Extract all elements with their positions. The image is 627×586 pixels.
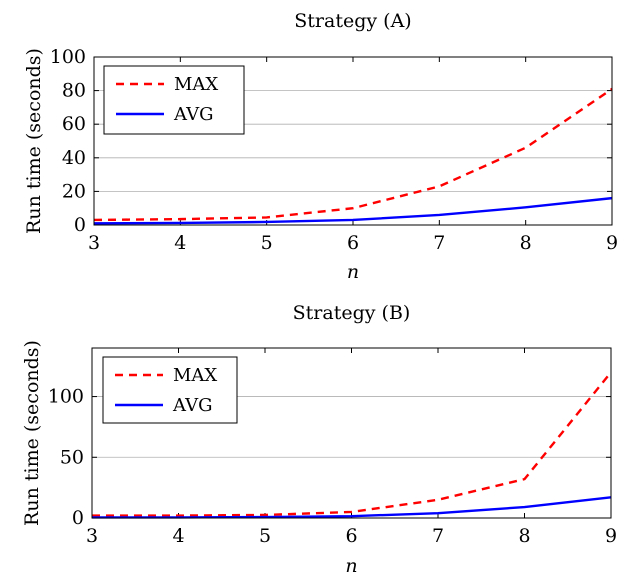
legend-box — [103, 65, 245, 135]
y-tick-label: 50 — [60, 446, 84, 468]
x-tick-label: 6 — [345, 525, 357, 547]
y-tick-label: 100 — [48, 386, 84, 408]
x-axis-label: n — [345, 555, 357, 577]
x-tick-label: 8 — [520, 232, 532, 254]
legend-box — [102, 356, 238, 424]
y-tick-label: 80 — [62, 80, 86, 102]
x-tick-label: 3 — [86, 525, 98, 547]
y-tick-label: 20 — [62, 180, 86, 202]
plot-frame — [91, 347, 612, 519]
x-tick-label: 8 — [518, 525, 530, 547]
series-line-max — [92, 371, 612, 517]
legend-entry: MAX — [174, 74, 218, 95]
y-tick-label: 40 — [62, 147, 86, 169]
y-axis-label: Run time (seconds) — [23, 48, 45, 234]
series-line-avg — [92, 496, 612, 519]
legend-entry: AVG — [173, 104, 213, 125]
plot-frame — [93, 56, 613, 226]
legend: MAX AVG — [102, 356, 238, 424]
x-tick-label: 6 — [347, 232, 359, 254]
series-line-max — [93, 87, 613, 222]
legend-entry: MAX — [173, 365, 217, 386]
chart-title: Strategy (B) — [293, 302, 411, 324]
x-axis-label: n — [347, 261, 359, 283]
legend-entry: AVG — [172, 395, 212, 416]
x-tick-label: 4 — [174, 232, 186, 254]
x-tick-label: 9 — [606, 232, 618, 254]
x-tick-label: 7 — [433, 232, 445, 254]
y-tick-label: 60 — [62, 113, 86, 135]
y-tick-label: 0 — [74, 214, 86, 236]
chart-1: Strategy (B) 0 50 100 3 4 5 6 7 8 9 n Run time (seco… — [21, 302, 617, 577]
x-tick-label: 5 — [261, 232, 273, 254]
chart-title: Strategy (A) — [294, 10, 411, 32]
legend: MAX AVG — [103, 65, 245, 135]
y-tick-label: 100 — [50, 46, 86, 68]
y-axis-label: Run time (seconds) — [21, 340, 43, 526]
x-tick-label: 7 — [432, 525, 444, 547]
x-tick-label: 9 — [605, 525, 617, 547]
series-line-avg — [93, 196, 613, 225]
y-tick-label: 0 — [72, 507, 84, 529]
x-tick-label: 3 — [88, 232, 100, 254]
x-tick-label: 4 — [172, 525, 184, 547]
x-tick-label: 5 — [259, 525, 271, 547]
chart-0: Strategy (A) 0 20 40 60 80 100 3 4 5 6 7 8 9 n Run time… — [23, 10, 618, 283]
